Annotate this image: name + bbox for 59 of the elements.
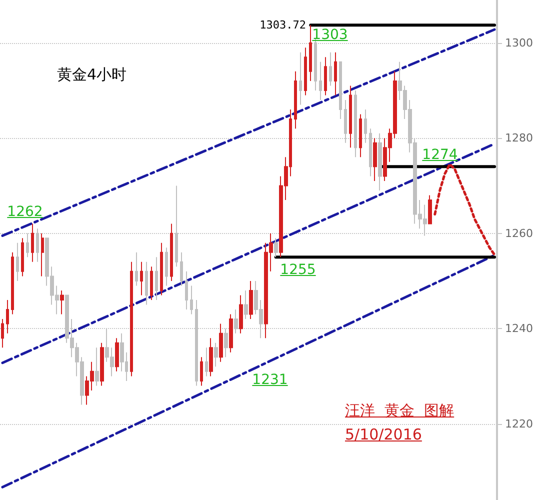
candlestick [21,238,24,277]
y-tick-label: 1280 [505,132,533,145]
annotation: 1231 [252,372,288,388]
candlestick [299,52,302,106]
y-tick-label: 1240 [505,322,533,336]
candlestick [329,52,332,86]
candlestick [373,138,377,182]
candlestick [140,261,143,296]
candlestick [160,242,163,296]
candlestick [60,290,64,315]
y-tick-label: 1260 [505,226,533,240]
candlestick [294,70,297,130]
candlestick [229,314,233,353]
candlestick [205,347,208,377]
annotation: 1262 [7,204,43,220]
candlestick [1,318,4,348]
candlestick [16,242,19,282]
candlestick [209,338,213,377]
candlestick [324,56,327,96]
annotation: 1255 [280,262,316,278]
y-tick-label: 1220 [505,417,533,430]
annotation: 1274 [422,147,458,163]
candlestick [130,261,133,377]
candlestick [239,294,243,334]
candlestick [309,24,312,82]
candlestick [249,280,253,320]
candlestick [319,61,322,100]
candlestick [100,342,104,386]
candlestick [31,223,34,262]
candlestick [190,285,193,315]
candlestick [214,342,218,368]
candlestick [11,252,14,315]
candlestick [180,252,183,286]
annotation: 汪洋 黄金 图解 [345,402,454,420]
candlestick [274,238,278,258]
candlestick [200,356,203,386]
candlestick [6,300,9,334]
annotation: 1303 [312,27,348,43]
candlestick [95,347,99,386]
candlestick [219,323,223,362]
text: 黄金4小时 [57,66,127,84]
candlestick [150,266,153,300]
candlestick [244,290,248,320]
candlestick [304,47,307,96]
candlestick [170,223,173,282]
candlestick [41,232,44,277]
annotation: 1303.72 [260,18,306,32]
y-tick-label: 1300 [505,36,533,50]
annotation: 5/10/2016 [345,426,422,444]
candlestick [155,256,158,300]
candlestick [339,61,342,120]
candlestick [145,261,148,306]
candlestick [185,270,188,310]
candlestick [334,52,337,96]
candlestick [349,85,352,148]
candlestick [359,114,362,158]
candlestick [165,247,168,286]
candlestick [135,252,138,286]
candlestick [115,338,119,372]
